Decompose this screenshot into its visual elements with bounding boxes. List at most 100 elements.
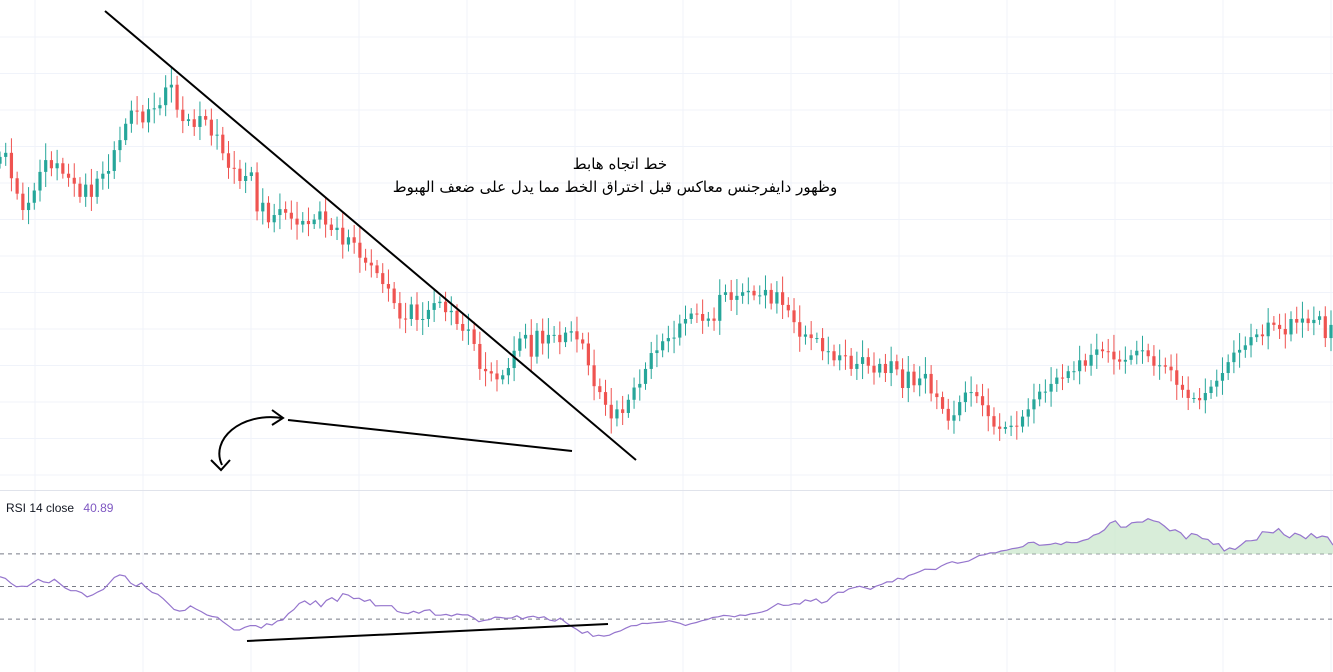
candle-down <box>49 160 54 169</box>
candle-down <box>986 405 990 417</box>
candle-down <box>832 351 836 361</box>
candle-up <box>421 318 425 320</box>
candle-down <box>1277 324 1282 329</box>
candle-up <box>124 123 128 141</box>
candle-up <box>261 202 265 212</box>
candle-down <box>912 371 916 386</box>
candle-down <box>66 173 71 178</box>
candle-down <box>61 163 65 174</box>
candle-up <box>101 173 105 179</box>
candle-up <box>952 415 956 421</box>
candle-down <box>181 109 185 122</box>
candle-up <box>164 87 168 106</box>
candle-up <box>1135 350 1139 356</box>
candle-down <box>478 343 482 369</box>
candle-up <box>683 318 688 324</box>
price-lows-line <box>287 419 573 452</box>
candle-up <box>963 392 968 403</box>
candle-up <box>1089 354 1093 366</box>
candle-up <box>735 295 739 300</box>
candle-down <box>415 304 419 320</box>
candle-down <box>598 386 602 393</box>
candle-down <box>209 119 213 136</box>
candle-up <box>318 211 322 220</box>
candle-up <box>501 375 505 380</box>
candle-up <box>1243 345 1247 350</box>
candle-up <box>518 338 522 351</box>
candle-down <box>786 304 790 311</box>
candle-down <box>329 224 333 231</box>
candle-down <box>900 369 905 388</box>
candle-up <box>249 172 253 176</box>
candle-up <box>26 202 31 211</box>
candle-up <box>706 318 710 321</box>
candle-down <box>781 292 785 305</box>
candle-down <box>369 262 373 266</box>
arrow-head-down-icon <box>210 459 231 472</box>
candle-down <box>529 334 533 357</box>
rsi-legend-params: 14 close <box>29 501 75 515</box>
candle-down <box>558 334 562 343</box>
rsi-levels <box>0 553 1333 620</box>
candle-down <box>792 310 796 323</box>
candle-up <box>535 330 539 357</box>
candle-up <box>672 337 676 339</box>
candle-up <box>506 368 511 376</box>
candle-down <box>1283 328 1287 335</box>
annotation-title: خط اتجاه هابط <box>572 155 668 173</box>
candle-up <box>546 334 550 344</box>
candle-up <box>186 119 191 122</box>
candle-up <box>95 178 99 197</box>
candle-down <box>226 153 231 168</box>
candle-up <box>552 334 556 336</box>
candle-down <box>455 310 459 324</box>
candle-up <box>1072 371 1076 373</box>
candle-up <box>826 351 830 353</box>
candle-down <box>1272 322 1276 325</box>
candle-down <box>403 318 408 320</box>
candle-up <box>0 156 2 164</box>
candle-up <box>1129 355 1133 360</box>
rsi-legend-value: 40.89 <box>83 501 114 515</box>
candle-up <box>1026 409 1030 417</box>
candle-up <box>38 171 42 191</box>
candle-down <box>849 355 853 369</box>
candle-up <box>84 184 88 197</box>
candle-down <box>443 301 448 313</box>
candle-up <box>1038 391 1042 400</box>
candle-down <box>15 178 19 194</box>
candle-up <box>803 334 808 337</box>
candle-down <box>975 392 979 397</box>
candle-down <box>1295 318 1299 323</box>
candle-down <box>1083 360 1087 366</box>
candle-down <box>621 409 625 413</box>
candle-up <box>1317 316 1322 320</box>
candle-down <box>940 397 945 409</box>
candle-up <box>272 215 276 223</box>
candle-up <box>626 399 630 413</box>
candle-down <box>1118 359 1122 362</box>
candle-down <box>232 167 236 169</box>
candle-down <box>1306 318 1310 324</box>
candle-down <box>575 331 579 340</box>
rsi-lows-line <box>246 623 609 642</box>
candle-down <box>495 373 499 380</box>
rsi-legend: RSI 14 close 40.89 <box>6 501 113 515</box>
candle-up <box>655 350 659 354</box>
candle-down <box>363 257 368 263</box>
rsi-legend-name: RSI <box>6 501 27 515</box>
candle-up <box>1032 399 1036 410</box>
candle-down <box>483 368 488 372</box>
candle-down <box>866 357 870 366</box>
candle-down <box>392 288 396 304</box>
candle-up <box>906 371 910 388</box>
candle-down <box>712 318 716 321</box>
candle-down <box>1106 351 1110 353</box>
candle-down <box>489 371 493 374</box>
candle-up <box>1078 360 1082 372</box>
candle-down <box>1015 425 1019 427</box>
candle-down <box>843 355 848 357</box>
candle-down <box>306 220 311 225</box>
candle-up <box>746 290 750 293</box>
